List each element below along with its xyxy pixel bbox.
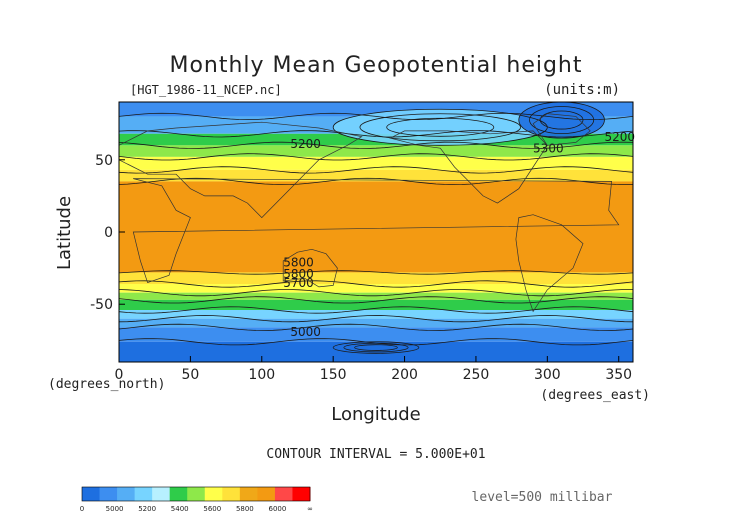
band-13	[119, 327, 633, 342]
contour-label-5: 5700	[283, 276, 314, 290]
contour-closed-0-2	[386, 117, 495, 137]
colorbar-swatch-2	[117, 487, 136, 501]
level-label: level=500 millibar	[472, 490, 613, 505]
colorbar-swatch-1	[99, 487, 118, 501]
band-3	[119, 145, 633, 157]
x-tick-label-5: 250	[463, 367, 490, 383]
colorbar-swatch-4	[152, 487, 171, 501]
axis-ticks: 0 50 100 150 200 250 300 350 50 0 -50	[90, 153, 632, 383]
contour-line-3	[118, 153, 634, 161]
colorbar-tick-label-1: 5000	[106, 505, 124, 513]
y-axis-label: Latitude	[54, 196, 75, 270]
contour-line-2	[118, 141, 634, 149]
band-9	[119, 292, 633, 300]
colorbar-tick-label-6: 6000	[269, 505, 287, 513]
contour-line-10	[118, 306, 634, 314]
contour-line-6	[118, 270, 634, 275]
x-unit-label: (degrees_east)	[540, 388, 650, 403]
colorbar-swatch-12	[292, 487, 311, 501]
coastline-5	[532, 113, 591, 146]
band-6	[119, 181, 633, 273]
coastlines	[118, 113, 620, 313]
colorbar-swatch-10	[257, 487, 276, 501]
coastline-0	[118, 121, 363, 219]
x-tick-label-1: 50	[181, 367, 199, 383]
colorbar-swatch-3	[134, 487, 153, 501]
file-label: [HGT_1986-11_NCEP.nc]	[130, 83, 282, 97]
band-12	[119, 318, 633, 328]
band-10	[119, 299, 633, 310]
north-pacific-low-region	[518, 102, 605, 139]
contour-label-3: 5800	[283, 256, 314, 270]
contour-label-1: 5300	[533, 142, 564, 156]
contour-closed-0-1	[359, 113, 521, 142]
coastline-3	[389, 130, 548, 204]
colorbar-swatch-7	[204, 487, 223, 501]
colorbar-frame	[81, 486, 311, 502]
contour-line-1	[118, 130, 634, 138]
x-tick-label-0: 0	[115, 367, 124, 383]
colorbar-swatch-6	[187, 487, 206, 501]
contour-line-11	[118, 315, 634, 323]
colorbar-tick-label-5: 5800	[236, 505, 254, 513]
colorbar-swatch-0	[82, 487, 101, 501]
coastline-1	[132, 178, 620, 284]
x-axis-label: Longitude	[331, 404, 421, 425]
y-tick-label-1: 0	[104, 225, 113, 241]
units-label: (units:m)	[544, 82, 620, 98]
contour-line-12	[118, 323, 634, 331]
band-8	[119, 284, 633, 293]
y-tick-label-0: 50	[95, 153, 113, 169]
band-7	[119, 272, 633, 284]
x-tick-label-4: 200	[391, 367, 418, 383]
colorbar-tick-label-2: 5200	[138, 505, 156, 513]
colorbar-tick-label-3: 5400	[171, 505, 189, 513]
contour-line-0	[118, 112, 634, 121]
contour-line-7	[118, 280, 634, 288]
colorbar-swatch-8	[222, 487, 241, 501]
contour-closed-2-2	[354, 344, 398, 351]
x-tick-label-2: 100	[248, 367, 275, 383]
x-tick-label-6: 300	[534, 367, 561, 383]
coastline-4	[515, 214, 584, 313]
colorbar: 0 5000 5200 5400 5600 5800 6000 ∞	[80, 486, 313, 513]
colorbar-tick-label-4: 5600	[203, 505, 221, 513]
contour-label-6: 5000	[290, 325, 321, 339]
contour-closed-2-1	[343, 342, 409, 353]
contour-interval-label: CONTOUR INTERVAL = 5.000E+01	[266, 447, 485, 462]
contour-label-4: 5800	[283, 267, 314, 281]
arctic-high-light-region	[333, 109, 548, 146]
colorbar-tick-label-7: ∞	[307, 505, 313, 513]
contour-closed-1-1	[529, 106, 595, 134]
band-11	[119, 310, 633, 319]
heatmap-features	[333, 102, 605, 146]
contour-closed-2-0	[332, 341, 420, 354]
chart-title: Monthly Mean Geopotential height	[169, 53, 582, 78]
x-tick-label-7: 350	[605, 367, 632, 383]
band-5	[119, 169, 633, 182]
contour-closed-0-0	[332, 108, 548, 146]
contour-line-9	[118, 296, 634, 304]
contour-label-2: 5200	[604, 130, 635, 144]
y-unit-label: (degrees_north)	[48, 377, 165, 392]
contour-line-5	[118, 177, 634, 186]
contour-label-0: 5200	[290, 137, 321, 151]
colorbar-swatch-11	[274, 487, 293, 501]
colorbar-swatch-5	[169, 487, 188, 501]
contour-closed-1-2	[539, 110, 584, 130]
colorbar-tick-label-0: 0	[80, 505, 84, 513]
colorbar-swatch-9	[239, 487, 258, 501]
contour-line-4	[118, 166, 634, 174]
coastline-2	[282, 248, 338, 288]
y-tick-label-2: -50	[90, 297, 113, 313]
contour-line-8	[118, 289, 633, 297]
x-tick-label-3: 150	[320, 367, 347, 383]
